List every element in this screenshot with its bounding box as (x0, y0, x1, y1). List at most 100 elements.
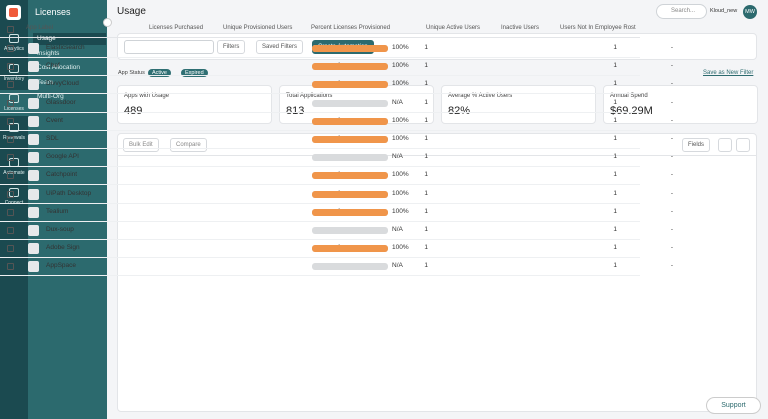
filters-button[interactable]: Filters (217, 40, 246, 54)
app-name[interactable]: Glassdoor (46, 98, 76, 106)
compare-button[interactable]: Compare (170, 138, 207, 152)
status-chip[interactable]: Active (148, 69, 171, 77)
cell-value: 1 (424, 135, 428, 142)
stat-card: Annual Spend $69.29M (603, 85, 758, 124)
percent-bar (312, 208, 388, 216)
cell-value: 1 (613, 116, 617, 124)
column-header[interactable]: Unique Active Users (426, 25, 481, 31)
app-icon (28, 243, 39, 255)
cell-value: 1 (424, 44, 428, 51)
nav-label[interactable]: Analytics (3, 46, 24, 52)
column-header[interactable]: Unique Provisioned Users (223, 25, 293, 31)
sidebar-item[interactable]: Insights (37, 49, 60, 57)
percent-bar (312, 81, 388, 89)
cell-value: 1 (613, 80, 617, 88)
app-name[interactable]: Tealium (46, 207, 69, 215)
percent-label: N/A (392, 153, 403, 161)
card-label: Apps with Usage (124, 93, 170, 99)
nav-icon[interactable] (9, 64, 19, 73)
row-checkbox[interactable] (7, 190, 14, 198)
avatar[interactable]: MW (743, 5, 757, 19)
row-checkbox[interactable] (7, 63, 14, 71)
cell-value: 1 (613, 44, 617, 51)
stat-card: Apps with Usage 489 (117, 85, 272, 124)
app-name[interactable]: DivvyCloud (46, 80, 79, 88)
row-checkbox[interactable] (7, 81, 14, 89)
percent-track (312, 172, 388, 180)
sidebar-item[interactable]: Usage (33, 33, 106, 45)
column-header[interactable]: Percent Licenses Provisioned (311, 25, 391, 31)
app-icon (28, 134, 39, 145)
row-checkbox[interactable] (7, 245, 14, 253)
row-checkbox[interactable] (7, 99, 14, 107)
collapse-button[interactable] (103, 18, 112, 27)
nav-label[interactable]: Licenses (4, 106, 24, 112)
cell-value: 1 (613, 135, 617, 142)
nav-label[interactable]: Renewals (3, 135, 25, 141)
app-name[interactable]: UiPath Desktop (46, 189, 92, 197)
save-filter-link[interactable]: Save as New Filter (703, 70, 754, 76)
row-checkbox[interactable] (7, 136, 14, 143)
nav-icon[interactable] (9, 34, 19, 43)
support-button[interactable]: Support (706, 397, 761, 414)
cell-value: 1 (424, 189, 428, 197)
nav-icon[interactable] (9, 188, 19, 197)
percent-label: 100% (392, 44, 409, 51)
row-checkbox[interactable] (7, 227, 14, 234)
column-header[interactable]: Licenses Purchased (149, 25, 204, 31)
user-name: Kloud_new (710, 8, 738, 14)
row-checkbox[interactable] (7, 154, 14, 162)
app-name[interactable]: SDL (46, 135, 59, 142)
percent-bar (312, 45, 388, 52)
cell-value: - (670, 226, 673, 233)
cell-value: 1 (613, 262, 617, 270)
percent-label: 100% (392, 207, 409, 215)
columns-button[interactable] (718, 138, 732, 152)
cell-value: 1 (613, 207, 617, 215)
app-name[interactable]: Google API (46, 153, 79, 161)
row-checkbox[interactable] (7, 172, 14, 180)
percent-bar (312, 136, 388, 143)
app-name[interactable]: Adobe Sign (46, 244, 80, 252)
row-checkbox[interactable] (7, 117, 14, 125)
nav-label[interactable]: Inventory (3, 76, 25, 82)
app-name[interactable]: Elasticsearch (46, 44, 85, 51)
sidebar-item[interactable]: Cost Allocation (37, 64, 80, 71)
app-name[interactable]: AppSpace (46, 262, 76, 270)
nav-icon[interactable] (9, 94, 19, 103)
header-checkbox[interactable] (7, 26, 14, 33)
card-value: 82% (448, 105, 470, 117)
app-name[interactable]: Cvent (46, 116, 63, 124)
app-icon (28, 170, 39, 182)
sidebar-item[interactable]: Multi-Org (37, 93, 64, 100)
app-name[interactable]: Dux-soup (46, 226, 74, 233)
fields-button[interactable]: Fields (682, 138, 711, 152)
column-header[interactable]: Users Not In Employee Rost (560, 25, 636, 31)
column-header[interactable]: App Label (26, 25, 54, 31)
nav-label[interactable]: Automate (3, 170, 25, 176)
row-checkbox[interactable] (7, 263, 14, 271)
saved-filters-button[interactable]: Saved Filters (256, 40, 304, 54)
bulk-edit-button[interactable]: Bulk Edit (123, 138, 159, 152)
app-name[interactable]: Catchpoint (46, 171, 78, 179)
download-button[interactable] (736, 138, 750, 152)
app-name[interactable]: Chef (46, 62, 60, 70)
row-checkbox[interactable] (7, 45, 14, 52)
filter-search[interactable] (124, 40, 214, 54)
nav-icon[interactable] (9, 123, 19, 132)
percent-label: N/A (392, 98, 403, 106)
row-divider (0, 220, 640, 222)
row-divider (0, 148, 640, 149)
sidebar-item[interactable]: Team (37, 78, 53, 86)
row-divider (0, 75, 640, 77)
percent-track (312, 208, 388, 216)
search-box[interactable]: Search... (656, 4, 707, 19)
status-chip[interactable]: Expired (181, 69, 208, 77)
row-checkbox[interactable] (7, 208, 14, 216)
percent-track (312, 117, 388, 125)
row-divider (0, 166, 640, 168)
cell-value: 1 (613, 244, 617, 252)
cell-value: 1 (613, 171, 617, 179)
percent-track (312, 99, 388, 107)
column-header[interactable]: Inactive Users (501, 25, 540, 31)
